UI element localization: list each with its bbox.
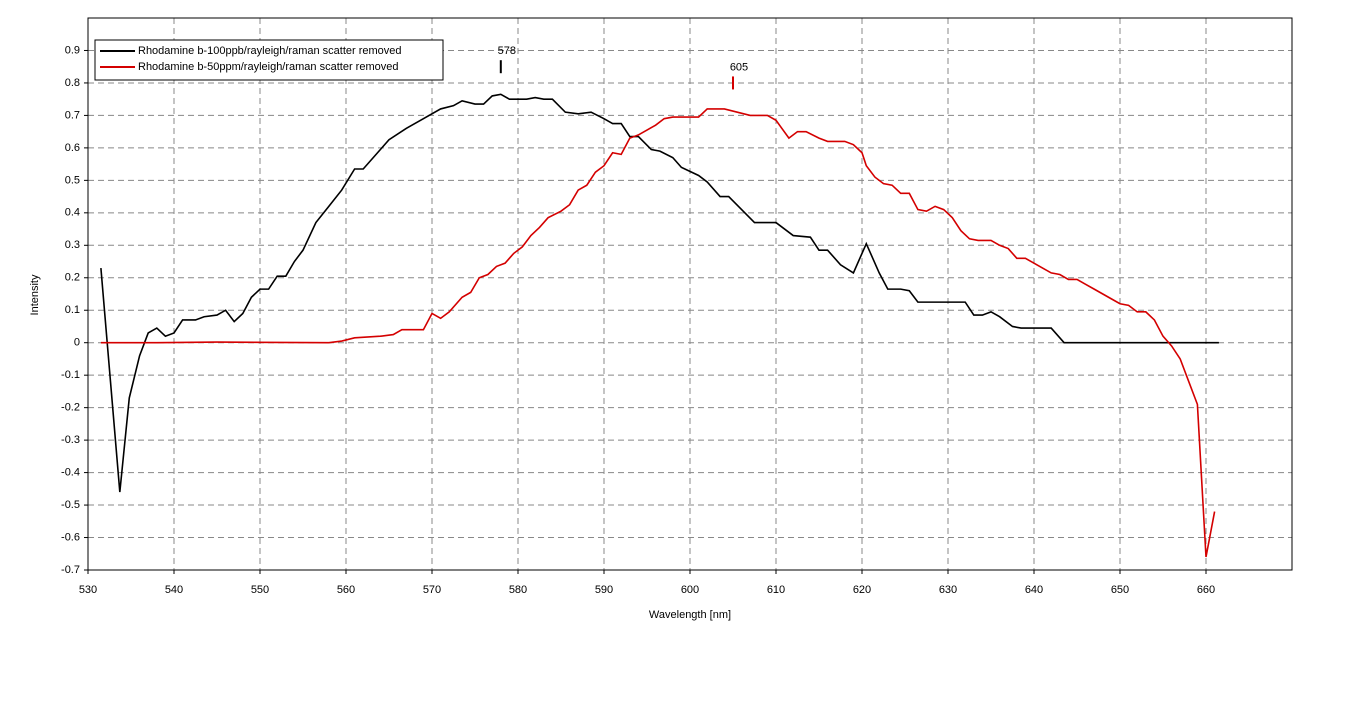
line-series: [100, 108, 1216, 558]
legend-box: [94, 39, 444, 81]
legend-label: Rhodamine b-100ppb/rayleigh/raman scatte…: [138, 45, 402, 57]
legend-label: Rhodamine b-50ppm/rayleigh/raman scatter…: [138, 61, 398, 73]
y-tick-label: 0.3: [65, 239, 80, 251]
y-tick-label: 0.5: [65, 174, 80, 186]
y-tick-label: 0.8: [65, 77, 80, 89]
y-tick-label: -0.5: [61, 499, 80, 511]
y-tick-label: -0.6: [61, 531, 80, 543]
x-tick-label: 570: [423, 584, 441, 596]
x-tick-label: 600: [681, 584, 699, 596]
plot-frame: [87, 17, 1293, 571]
y-tick-label: -0.1: [61, 369, 80, 381]
x-tick-label: 530: [79, 584, 97, 596]
y-tick-label: -0.3: [61, 434, 80, 446]
y-axis-label: Intensity: [29, 274, 41, 315]
annotation: 605: [730, 61, 748, 73]
x-tick-label: 630: [939, 584, 957, 596]
x-tick-label: 550: [251, 584, 269, 596]
y-tick-label: 0.4: [65, 207, 80, 219]
x-tick-label: 540: [165, 584, 183, 596]
x-tick-label: 580: [509, 584, 527, 596]
x-tick-label: 590: [595, 584, 613, 596]
x-tick-label: 610: [767, 584, 785, 596]
y-tick-label: 0.1: [65, 304, 80, 316]
y-tick-label: 0.6: [65, 142, 80, 154]
y-tick-label: -0.2: [61, 402, 80, 414]
y-tick-label: 0.2: [65, 272, 80, 284]
y-tick-label: 0: [74, 337, 80, 349]
y-tick-label: -0.4: [61, 466, 80, 478]
x-tick-label: 560: [337, 584, 355, 596]
x-axis-label: Wavelength [nm]: [649, 609, 731, 621]
x-tick-label: 620: [853, 584, 871, 596]
x-tick-label: 660: [1197, 584, 1215, 596]
line-series: [100, 93, 1219, 493]
y-tick-label: -0.7: [61, 564, 80, 576]
y-tick-label: 0.7: [65, 109, 80, 121]
legend: Rhodamine b-100ppb/rayleigh/raman scatte…: [94, 39, 444, 81]
y-tick-label: 0.9: [65, 44, 80, 56]
x-tick-label: 650: [1111, 584, 1129, 596]
x-tick-label: 640: [1025, 584, 1043, 596]
annotation: 578: [498, 45, 516, 57]
